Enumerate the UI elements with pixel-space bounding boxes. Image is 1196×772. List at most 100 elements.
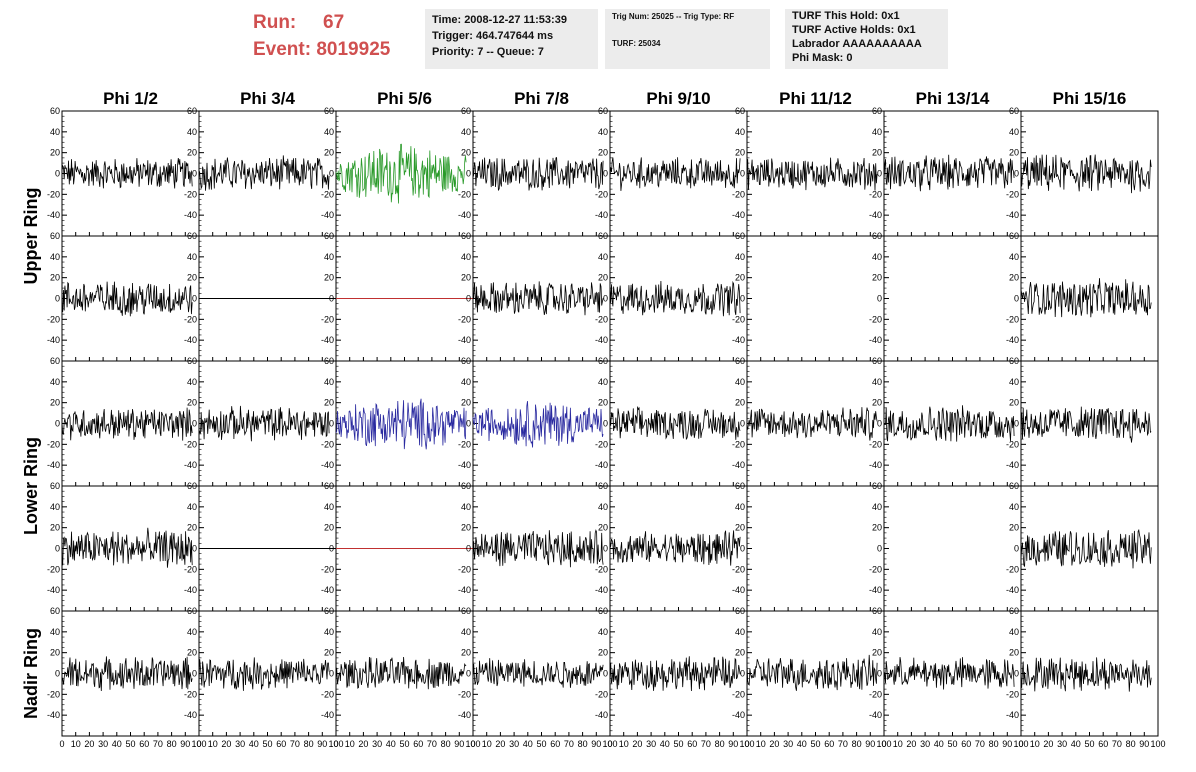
y-tick-label: 0 [55,669,60,679]
y-tick-label: 20 [324,648,334,658]
y-tick-label: 40 [324,377,334,387]
x-tick-label: 0 [196,739,201,749]
y-tick-label: 60 [872,231,882,241]
waveform-panel: -40 -20 0 20 40 60 [1006,106,1159,237]
x-tick-label: 10 [756,739,766,749]
y-tick-label: 20 [187,148,197,158]
waveform-panel: -40 -20 0 20 40 60 [458,106,611,237]
y-tick-label: 60 [461,606,471,616]
y-tick-label: 40 [1009,377,1019,387]
y-tick-label: 20 [735,273,745,283]
y-tick-label: 20 [735,648,745,658]
x-tick-label: 60 [276,739,286,749]
y-tick-label: -40 [595,335,608,345]
x-tick-label: 90 [180,739,190,749]
y-tick-label: 40 [872,377,882,387]
waveform-trace [61,656,193,692]
y-tick-label: -40 [1006,585,1019,595]
y-tick-label: 0 [55,294,60,304]
y-tick-label: 40 [50,377,60,387]
x-tick-label: 50 [673,739,683,749]
y-tick-label: 20 [735,148,745,158]
y-tick-label: -20 [732,439,745,449]
run-label: Run: [253,12,297,33]
y-tick-label: -40 [321,710,334,720]
y-tick-label: 40 [735,627,745,637]
y-tick-label: 0 [466,669,471,679]
y-tick-label: 20 [598,398,608,408]
waveform-panel: -40 -20 0 20 40 60 [732,356,885,487]
y-tick-label: 60 [872,481,882,491]
y-tick-label: -40 [869,710,882,720]
y-tick-label: -20 [595,439,608,449]
x-tick-label: 30 [920,739,930,749]
y-tick-label: 40 [187,127,197,137]
y-tick-label: 0 [329,169,334,179]
y-tick-label: 40 [187,502,197,512]
y-tick-label: 0 [329,544,334,554]
turf-active-line: TURF Active Holds: 0x1 [792,24,916,36]
y-tick-label: -20 [321,189,334,199]
y-tick-label: 0 [329,669,334,679]
y-tick-label: 60 [187,106,197,116]
waveform-trace [609,406,741,441]
y-tick-label: 60 [598,356,608,366]
run-value: 67 [323,12,345,33]
y-tick-label: 20 [1009,523,1019,533]
y-tick-label: 40 [1009,252,1019,262]
y-tick-label: 0 [192,419,197,429]
y-tick-label: -20 [869,189,882,199]
y-tick-label: 60 [872,606,882,616]
y-tick-label: -20 [1006,189,1019,199]
y-tick-label: 20 [324,523,334,533]
phi-mask-line: Phi Mask: 0 [792,52,853,64]
y-tick-label: -40 [458,710,471,720]
y-tick-label: 60 [598,231,608,241]
waveform-trace [61,281,193,317]
y-tick-label: 0 [740,294,745,304]
waveform-panel: -40 -20 0 20 40 60 [184,481,337,612]
x-tick-label: 0 [1018,739,1023,749]
y-tick-label: 20 [50,648,60,658]
y-tick-label: 0 [329,294,334,304]
y-tick-label: 20 [872,398,882,408]
column-header: Phi 3/4 [240,89,295,108]
y-tick-label: -40 [47,585,60,595]
y-tick-label: 60 [1009,481,1019,491]
x-tick-label: 80 [1126,739,1136,749]
y-tick-label: 0 [877,169,882,179]
y-tick-label: 0 [55,544,60,554]
y-tick-label: 60 [461,106,471,116]
waveform-trace [609,157,741,191]
y-tick-label: 60 [735,606,745,616]
y-tick-label: 0 [603,544,608,554]
panel-frame [746,485,885,612]
y-tick-label: 60 [50,356,60,366]
y-tick-label: 0 [877,294,882,304]
x-tick-label: 40 [660,739,670,749]
x-tick-label: 20 [1043,739,1053,749]
y-tick-label: -40 [184,210,197,220]
x-tick-label: 40 [934,739,944,749]
waveform-trace [472,529,604,568]
y-tick-label: 0 [1014,544,1019,554]
y-tick-label: -40 [1006,335,1019,345]
y-tick-label: 0 [55,419,60,429]
waveform-panel: -40 -20 0 20 40 60 [732,231,885,362]
y-tick-label: -20 [732,314,745,324]
y-tick-label: -40 [184,460,197,470]
ring-label: Nadir Ring [21,628,41,719]
waveform-panel: -40 -20 0 20 40 60 [47,106,200,237]
y-tick-label: 0 [1014,419,1019,429]
y-tick-label: -40 [47,710,60,720]
y-tick-label: -40 [732,710,745,720]
panel-frame [198,610,337,737]
waveform-panel: -40 -20 0 20 40 60 [184,106,337,237]
y-tick-label: 40 [735,127,745,137]
y-tick-label: 20 [324,398,334,408]
y-tick-label: 20 [1009,648,1019,658]
y-tick-label: 20 [187,273,197,283]
time-info-box: Time: 2008-12-27 11:53:39 Trigger: 464.7… [425,9,598,69]
x-tick-label: 70 [290,739,300,749]
y-tick-label: -20 [321,689,334,699]
